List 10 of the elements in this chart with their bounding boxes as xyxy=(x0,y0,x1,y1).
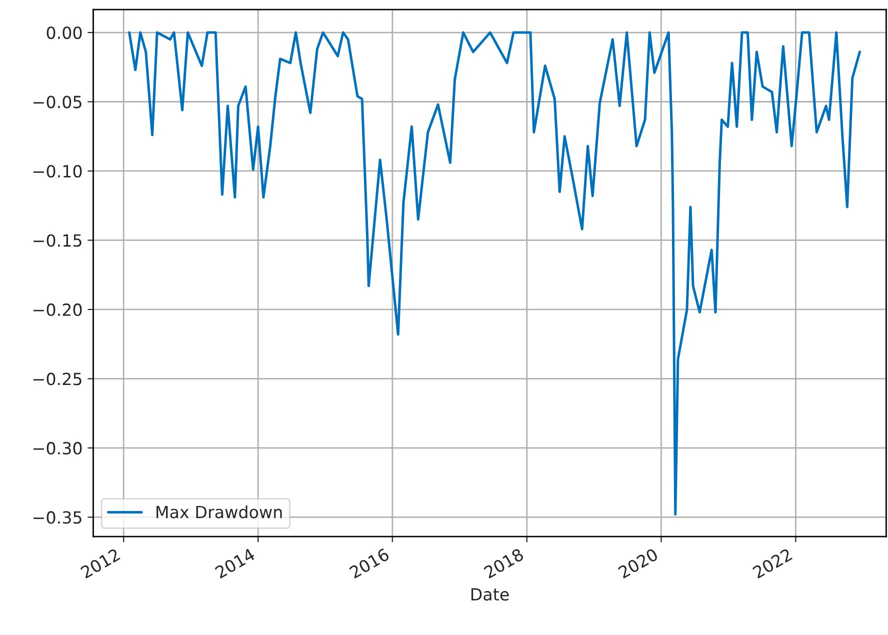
y-tick-label: −0.30 xyxy=(34,442,82,455)
y-tick-label: −0.25 xyxy=(34,372,82,386)
y-tick-label: −0.35 xyxy=(34,511,82,524)
y-tick-label: −0.10 xyxy=(34,164,82,178)
y-tick-label: −0.20 xyxy=(34,303,82,316)
y-tick-label: −0.15 xyxy=(34,234,82,247)
legend-label: Max Drawdown xyxy=(156,505,282,518)
y-tick-label: 0.00 xyxy=(46,26,82,40)
y-tick-label: −0.05 xyxy=(34,96,82,108)
x-axis-title: Date xyxy=(471,588,509,601)
